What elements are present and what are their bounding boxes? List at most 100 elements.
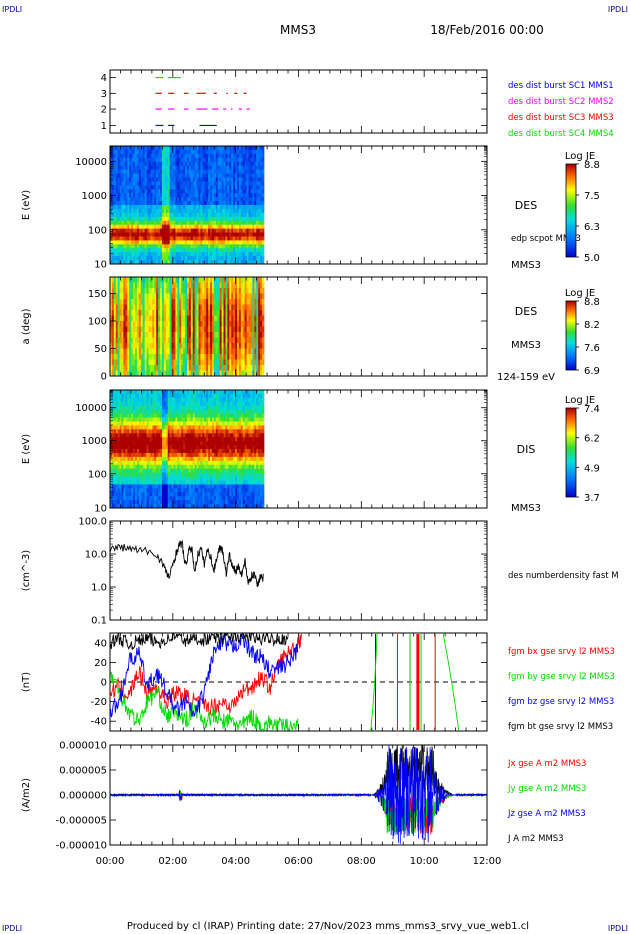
des-pitch-panel-cell <box>125 332 128 338</box>
dis-energy-panel-cell <box>110 393 113 399</box>
des-pitch-panel-cell <box>121 332 124 338</box>
dis-energy-panel-cell <box>136 449 140 454</box>
des-pitch-panel-cell <box>115 315 119 322</box>
dis-energy-panel-cell <box>142 476 146 481</box>
des-pitch-panel-cell <box>215 299 219 305</box>
des-pitch-panel-cell <box>217 304 221 311</box>
des-energy-panel-cell <box>110 208 113 214</box>
des-energy-panel-cell <box>244 212 248 218</box>
des-energy-panel-cell <box>208 216 211 222</box>
des-pitch-panel-cell <box>138 354 142 360</box>
des-energy-panel-cell <box>217 205 221 210</box>
des-pitch-panel-cell <box>231 277 234 283</box>
des-energy-panel-cell <box>142 185 146 190</box>
des-pitch-panel-cell <box>158 321 161 327</box>
des-energy-panel-cell <box>111 208 115 214</box>
des-pitch-panel-cell <box>148 310 151 316</box>
des-energy-panel-cell <box>213 244 217 249</box>
des-pitch-panel-cell <box>204 299 207 305</box>
des-energy-panel-cell <box>192 236 196 241</box>
des-pitch-panel-cell <box>161 359 165 366</box>
des-energy-panel-cell <box>123 173 126 178</box>
des-pitch-panel-cell <box>140 370 144 377</box>
des-energy-panel-cell <box>221 212 224 218</box>
des-energy-panel-cell <box>185 169 188 174</box>
des-energy-panel-cell <box>217 248 221 253</box>
des-pitch-panel-cell <box>244 359 248 366</box>
dis-energy-panel-cell <box>131 488 134 493</box>
des-energy-panel-cell <box>129 260 132 265</box>
des-energy-panel-cell <box>115 193 119 198</box>
des-energy-panel-cell <box>202 181 205 186</box>
des-energy-panel-cell <box>163 212 167 218</box>
des-pitch-panel-cell <box>188 354 192 360</box>
dis-energy-panel-cell <box>113 429 117 434</box>
des-energy-panel-cell <box>177 252 180 257</box>
des-energy-panel-cell <box>254 212 257 218</box>
des-energy-panel-cell <box>206 189 209 194</box>
des-pitch-panel-cell <box>225 282 228 289</box>
des-energy-panel-cell <box>240 181 244 186</box>
des-energy-panel-cell <box>167 173 171 178</box>
des-energy-panel-cell <box>140 216 144 222</box>
des-pitch-panel-cell <box>181 370 184 377</box>
des-energy-panel-cell <box>250 232 253 237</box>
des-energy-panel-cell <box>156 173 159 178</box>
dis-energy-panel-cell <box>144 449 147 454</box>
dis-energy-panel-cell <box>150 409 153 414</box>
des-energy-panel-cell <box>119 212 122 218</box>
des-energy-panel-cell <box>111 256 115 261</box>
des-pitch-panel-cell <box>213 354 217 360</box>
des-energy-panel-cell <box>196 181 199 186</box>
des-energy-panel-cell <box>146 169 149 174</box>
des-energy-panel-cell <box>111 157 115 163</box>
dis-energy-panel-cell <box>110 409 113 414</box>
dis-energy-panel-cell <box>119 445 122 450</box>
des-energy-panel-cell <box>252 252 255 257</box>
des-pitch-panel-cell <box>136 332 140 338</box>
dis-energy-panel-cell <box>136 480 140 485</box>
des-energy-panel-cell <box>221 248 224 253</box>
des-energy-panel-cell <box>194 169 197 174</box>
des-pitch-panel-cell <box>246 321 249 327</box>
des-energy-panel-cell <box>165 224 169 229</box>
des-pitch-panel-cell <box>227 337 230 344</box>
dis-energy-panel-cell <box>146 445 149 450</box>
des-energy-panel-cell <box>194 216 197 222</box>
dis-energy-panel-cell <box>148 390 151 395</box>
des-pitch-panel-cell <box>123 282 126 289</box>
des-pitch-panel-cell <box>229 282 232 289</box>
des-energy-panel-cell <box>115 153 119 159</box>
des-energy-panel-cell <box>144 185 147 190</box>
dis-energy-panel-cell <box>146 390 149 395</box>
des-pitch-panel-cell <box>235 332 238 338</box>
dis-energy-panel-cell <box>148 472 151 477</box>
des-pitch-panel-cell <box>131 304 134 311</box>
dis-energy-panel-cell <box>133 445 136 450</box>
dis-energy-panel-cell <box>142 452 146 458</box>
des-energy-panel-cell <box>194 244 197 249</box>
des-energy-panel-cell <box>219 240 222 245</box>
des-energy-panel-cell <box>196 224 199 229</box>
dis-energy-panel-cell <box>125 496 128 501</box>
des-energy-panel-cell <box>200 248 203 253</box>
des-pitch-panel-cell <box>111 337 115 344</box>
des-energy-panel-cell <box>121 165 124 170</box>
dis-energy-panel-cell <box>135 393 138 399</box>
des-energy-panel-cell <box>258 201 261 206</box>
des-energy-panel-cell <box>237 236 240 241</box>
dis-energy-panel-cell <box>129 456 132 462</box>
dis-energy-panel-cell <box>146 472 149 477</box>
des-pitch-panel-cell <box>163 277 167 283</box>
des-energy-panel-cell <box>177 216 180 222</box>
des-energy-panel-cell <box>242 201 246 206</box>
des-energy-panel-cell <box>150 212 153 218</box>
des-pitch-panel-cell <box>215 277 219 283</box>
des-energy-panel-cell <box>171 161 174 167</box>
des-energy-panel-cell <box>210 157 213 163</box>
des-energy-panel-cell <box>123 181 126 186</box>
des-energy-panel-cell <box>213 248 217 253</box>
des-pitch-panel-cell <box>163 293 167 300</box>
dis-energy-panel-cell <box>138 425 142 430</box>
des-energy-panel-cell <box>123 228 126 233</box>
